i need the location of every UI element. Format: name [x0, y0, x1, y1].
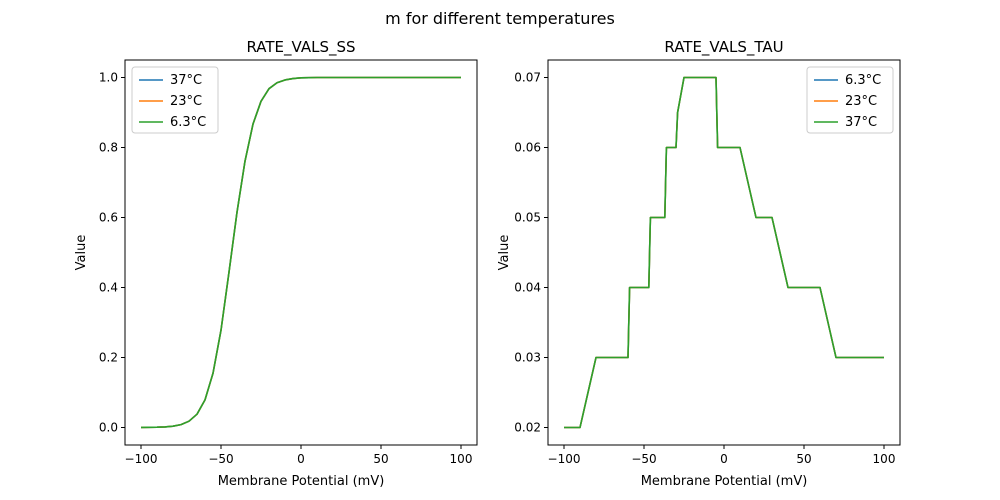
ss-x-tick-label: −100 [125, 452, 158, 466]
tau-x-tick-label: 0 [720, 452, 728, 466]
tau-y-tick-label: 0.06 [514, 141, 541, 155]
tau-x-axis-label: Membrane Potential (mV) [641, 474, 808, 489]
ss-y-tick-label: 0.8 [99, 141, 118, 155]
tau-legend-box [806, 66, 894, 134]
ss-y-axis-label: Value [74, 235, 89, 271]
tau-legend-label: 6.3°C [845, 73, 881, 88]
tau-y-tick-label: 0.07 [514, 71, 541, 85]
ss-x-tick-label: 100 [450, 452, 473, 466]
ss-x-tick-label: 0 [297, 452, 305, 466]
ss-y-tick-label: 0.6 [99, 211, 118, 225]
ss-x-tick-label: −50 [208, 452, 233, 466]
ss-legend-box [131, 66, 219, 134]
chart-tau: RATE_VALS_TAU −100 −50 0 50 100 0.02 0.03 0.04 0.… [497, 38, 901, 489]
figure-suptitle: m for different temperatures [385, 9, 615, 28]
ss-legend-label: 37°C [170, 73, 202, 88]
ss-series-group [140, 76, 461, 429]
tau-series-line-2 [564, 76, 884, 429]
tau-x-tick-label: 50 [796, 452, 811, 466]
ss-y-tick-label: 1.0 [99, 71, 118, 85]
tau-chart-title: RATE_VALS_TAU [664, 38, 783, 57]
tau-x-tick-label: −50 [631, 452, 656, 466]
ss-series-line-2 [140, 76, 461, 429]
tau-legend-label: 37°C [845, 115, 877, 130]
tau-series-group [564, 76, 884, 429]
tau-y-axis-label: Value [497, 235, 512, 271]
ss-x-axis-label: Membrane Potential (mV) [218, 474, 385, 489]
tau-y-tick-label: 0.04 [514, 281, 541, 295]
tau-y-tick-label: 0.03 [514, 351, 541, 365]
ss-y-tick-label: 0.4 [99, 281, 118, 295]
ss-legend: 37°C 23°C 6.3°C [131, 66, 219, 134]
ss-x-tick-label: 50 [373, 452, 388, 466]
chart-ss: RATE_VALS_SS −100 −50 0 50 100 0.0 0.2 0.4 0.6 0.8… [74, 38, 478, 489]
tau-legend-label: 23°C [845, 94, 877, 109]
ss-legend-label: 6.3°C [170, 115, 206, 130]
tau-x-tick-label: 100 [873, 452, 896, 466]
tau-x-tick-label: −100 [548, 452, 581, 466]
ss-y-tick-label: 0.0 [99, 421, 118, 435]
tau-y-tick-label: 0.02 [514, 421, 541, 435]
ss-y-tick-label: 0.2 [99, 351, 118, 365]
ss-legend-label: 23°C [170, 94, 202, 109]
tau-y-tick-label: 0.05 [514, 211, 541, 225]
ss-chart-title: RATE_VALS_SS [246, 38, 355, 57]
tau-legend: 6.3°C 23°C 37°C [806, 66, 894, 134]
